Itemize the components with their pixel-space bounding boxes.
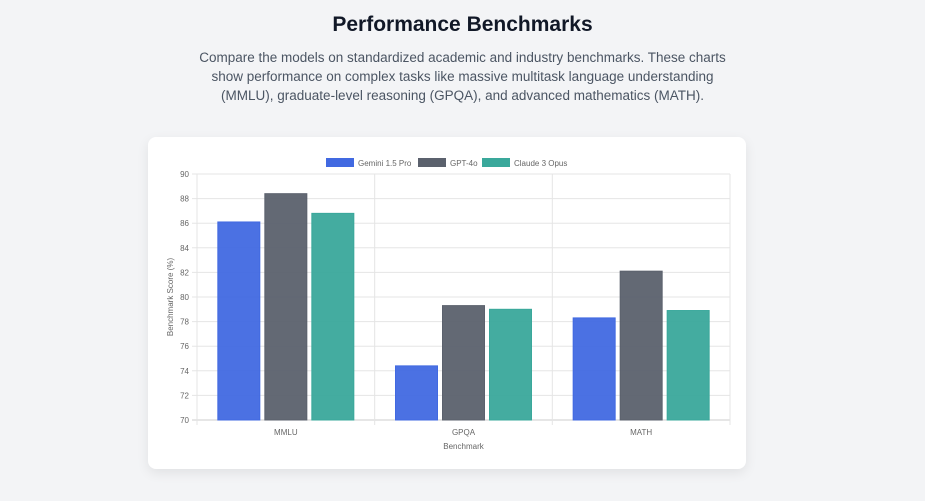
legend-swatch [418,158,446,167]
y-tick-label: 74 [180,367,189,376]
y-tick-label: 72 [180,391,189,400]
y-tick-label: 84 [180,244,189,253]
bar-mmlu-gemini-1-5-pro [217,221,261,421]
bar-mmlu-gpt-4o [264,193,308,421]
legend-label: GPT-4o [450,159,478,168]
bar-gpqa-gemini-1-5-pro [395,365,438,421]
legend-label: Claude 3 Opus [514,159,567,168]
x-axis-title: Benchmark [443,442,484,451]
y-tick-label: 78 [180,318,189,327]
bar-mmlu-claude-3-opus [311,212,355,421]
y-tick-label: 88 [180,195,189,204]
y-axis-title: Benchmark Score (%) [166,258,175,337]
y-tick-label: 90 [180,170,189,179]
bar-math-gpt-4o [619,270,663,421]
bar-gpqa-claude-3-opus [489,308,532,421]
legend-label: Gemini 1.5 Pro [358,159,412,168]
legend-swatch [482,158,510,167]
y-tick-label: 82 [180,268,189,277]
y-tick-label: 70 [180,416,189,425]
x-tick-label: GPQA [452,428,476,437]
x-tick-label: MATH [630,428,652,437]
y-tick-label: 80 [180,293,189,302]
bar-math-claude-3-opus [666,310,710,421]
chart-card: 70 72 74 76 78 80 82 84 86 88 90 MMLU GPQA MATH Benchm… [148,137,746,469]
y-tick-label: 76 [180,342,189,351]
benchmark-bar-chart: 70 72 74 76 78 80 82 84 86 88 90 MMLU GPQA MATH Benchm… [166,158,731,451]
y-tick-label: 86 [180,219,189,228]
x-tick-label: MMLU [274,428,298,437]
bar-math-gemini-1-5-pro [572,317,616,421]
legend-swatch [326,158,354,167]
bar-gpqa-gpt-4o [442,305,485,421]
page-title: Performance Benchmarks [332,13,593,36]
page-description: Compare the models on standardized acade… [199,50,726,103]
